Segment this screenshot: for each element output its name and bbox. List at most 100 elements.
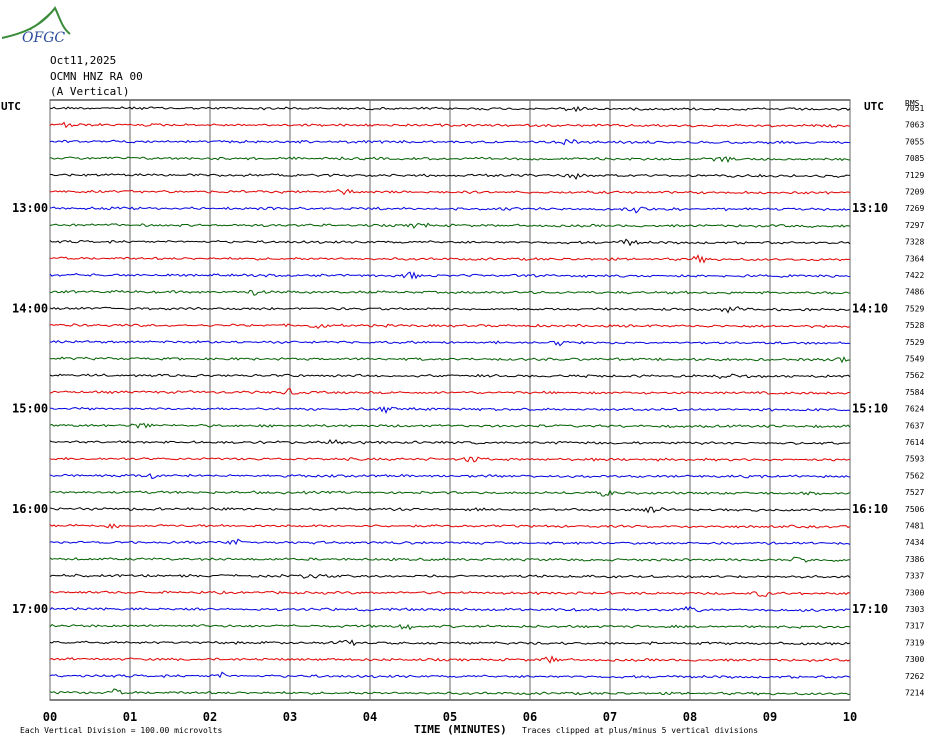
footer-right: Traces clipped at plus/minus 5 vertical …	[522, 726, 758, 735]
seismic-trace	[49, 206, 851, 214]
seismic-trace	[49, 323, 851, 330]
x-tick-label: 09	[763, 710, 777, 724]
rms-label: 7317	[905, 622, 924, 631]
seismic-trace	[49, 289, 851, 296]
rms-label: 7328	[905, 238, 924, 247]
x-tick-label: 06	[523, 710, 537, 724]
rms-label: 7562	[905, 371, 924, 380]
rms-label: 7529	[905, 304, 924, 313]
x-tick-label: 00	[43, 710, 57, 724]
left-time-label: 16:00	[12, 502, 48, 516]
seismic-trace	[49, 538, 851, 546]
rms-label: 7269	[905, 204, 924, 213]
x-axis-label: TIME (MINUTES)	[414, 723, 507, 736]
date-label: Oct11,2025	[50, 54, 117, 67]
seismic-trace	[49, 373, 851, 380]
seismic-trace	[49, 406, 851, 415]
x-tick-label: 10	[843, 710, 857, 724]
seismic-trace	[49, 688, 851, 696]
rms-label: 7624	[905, 405, 924, 414]
right-time-label: 15:10	[852, 402, 888, 416]
seismic-trace	[49, 121, 851, 129]
seismic-trace	[49, 339, 851, 347]
left-utc-label: UTC	[1, 100, 21, 113]
seismic-trace	[49, 506, 851, 514]
rms-label: 7593	[905, 455, 924, 464]
right-utc-label: UTC	[864, 100, 884, 113]
seismic-trace	[49, 222, 851, 229]
station-label: OCMN HNZ RA 00	[50, 70, 143, 83]
x-tick-label: 05	[443, 710, 457, 724]
x-tick-label: 08	[683, 710, 697, 724]
rms-label: 7527	[905, 488, 924, 497]
right-time-label: 13:10	[852, 201, 888, 215]
footer-left: Each Vertical Division = 100.00 microvol…	[20, 726, 222, 735]
rms-label: 7129	[905, 171, 924, 180]
rms-label: 7085	[905, 154, 924, 163]
seismic-trace	[49, 623, 851, 631]
seismic-trace	[49, 422, 851, 429]
seismic-trace	[49, 356, 851, 364]
rms-label: 7262	[905, 672, 924, 681]
rms-label: 7528	[905, 321, 924, 330]
component-label: (A Vertical)	[50, 85, 130, 98]
rms-label: 7422	[905, 271, 924, 280]
rms-label: 7297	[905, 221, 924, 230]
rms-label: 7584	[905, 388, 924, 397]
seismic-trace	[49, 439, 851, 445]
rms-label: 7386	[905, 555, 924, 564]
seismic-trace	[49, 188, 851, 196]
right-time-label: 16:10	[852, 502, 888, 516]
seismic-trace	[49, 156, 851, 164]
rms-label: 7337	[905, 572, 924, 581]
seismic-trace	[49, 655, 851, 664]
rms-label: 7506	[905, 505, 924, 514]
right-time-label: 14:10	[852, 301, 888, 315]
seismic-trace	[49, 456, 851, 463]
seismic-trace	[50, 172, 851, 180]
logo-text: OFGC	[22, 30, 65, 46]
rms-label: 7364	[905, 254, 924, 263]
rms-label: 7637	[905, 421, 924, 430]
left-time-label: 17:00	[12, 602, 48, 616]
seismic-trace	[49, 306, 851, 314]
rms-header: RMS	[905, 99, 920, 108]
seismic-trace	[49, 254, 851, 264]
rms-label: 7549	[905, 355, 924, 364]
rms-label: 7063	[905, 121, 924, 130]
rms-label: 7434	[905, 538, 924, 547]
left-time-label: 14:00	[12, 301, 48, 315]
ofgc-logo: OFGC	[1, 6, 71, 46]
seismic-trace	[49, 590, 851, 597]
x-tick-label: 07	[603, 710, 617, 724]
seismic-trace	[49, 271, 851, 280]
seismic-trace	[49, 639, 851, 647]
left-time-label: 15:00	[12, 402, 48, 416]
rms-label: 7214	[905, 689, 924, 698]
rms-label: 7055	[905, 137, 924, 146]
rms-label: 7209	[905, 188, 924, 197]
rms-label: 7300	[905, 588, 924, 597]
rms-label: 7481	[905, 522, 924, 531]
rms-label: 7319	[905, 638, 924, 647]
seismic-trace	[49, 489, 851, 497]
seismic-trace	[49, 138, 851, 146]
rms-label: 7562	[905, 471, 924, 480]
x-tick-label: 04	[363, 710, 377, 724]
seismic-trace	[49, 523, 851, 530]
rms-label: 7051	[905, 104, 924, 113]
seismic-trace	[49, 605, 851, 613]
seismic-trace	[49, 473, 851, 480]
rms-label: 7529	[905, 338, 924, 347]
right-time-label: 17:10	[852, 602, 888, 616]
seismic-trace	[49, 671, 851, 679]
rms-label: 7300	[905, 655, 924, 664]
rms-label: 7486	[905, 288, 924, 297]
x-tick-label: 01	[123, 710, 137, 724]
rms-label: 7303	[905, 605, 924, 614]
rms-label: 7614	[905, 438, 924, 447]
seismic-trace	[49, 556, 851, 563]
seismic-trace	[49, 105, 851, 113]
left-time-label: 13:00	[12, 201, 48, 215]
